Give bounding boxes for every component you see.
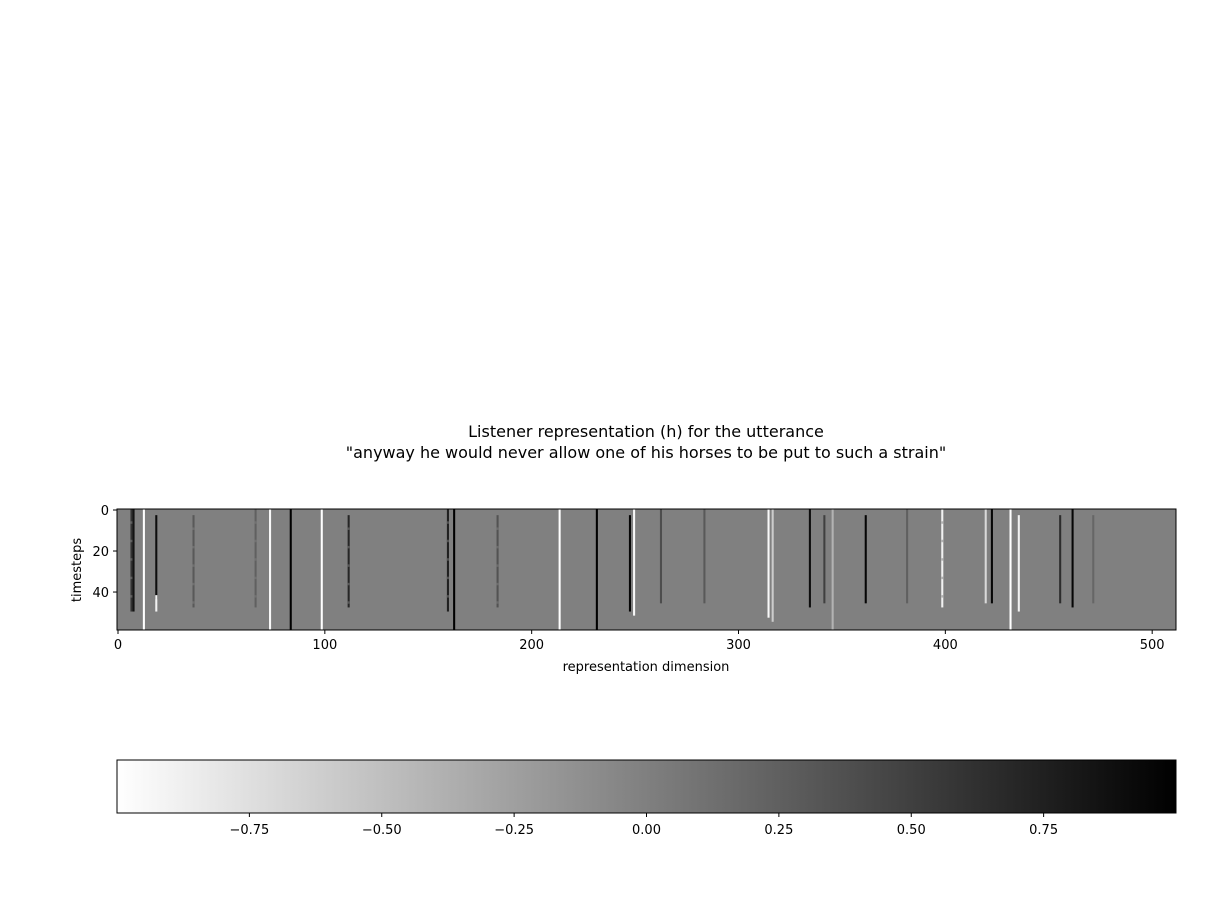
y-tick-label-20: 20 — [92, 545, 109, 560]
heatmap-column-382-26 — [906, 509, 909, 604]
x-tick-label-0: 0 — [114, 638, 122, 653]
heatmap-column-37-5 — [192, 515, 195, 608]
y-tick-label-40: 40 — [92, 586, 109, 601]
heatmap-gap-399-42 — [941, 595, 944, 598]
heatmap-gap-67-42 — [254, 595, 257, 598]
x-tick-label-200: 200 — [519, 638, 544, 653]
heatmap-column-317-21 — [771, 509, 774, 622]
colorbar-tick-label-0: −0.75 — [229, 823, 269, 838]
heatmap-gap-7-33 — [130, 576, 133, 580]
heatmap-gap-67-15 — [254, 539, 257, 543]
heatmap-column-99-9 — [320, 509, 323, 630]
heatmap-gap-160-15 — [446, 539, 449, 543]
colorbar-tick-label-5: 0.50 — [897, 823, 926, 838]
heatmap-column-420-28 — [984, 509, 987, 604]
heatmap-column-432-30 — [1009, 509, 1012, 630]
colorbar-tick-label-3: 0.00 — [632, 823, 661, 838]
heatmap-gap-67-33 — [254, 576, 257, 580]
heatmap-column-362-25 — [864, 515, 867, 604]
heatmap-gap-399-24 — [941, 558, 944, 561]
heatmap-column-284-19 — [703, 509, 706, 604]
heatmap-column-74-7 — [269, 509, 272, 630]
heatmap-column-472-34 — [1092, 515, 1095, 604]
heatmap-column-456-32 — [1059, 515, 1062, 604]
heatmap-column-423-29 — [990, 509, 993, 604]
heatmap-gap-112-36 — [347, 582, 350, 586]
heatmap-gap-112-27 — [347, 564, 350, 567]
heatmap-column-315-20 — [767, 509, 770, 618]
x-tick-label-100: 100 — [312, 638, 337, 653]
heatmap-gap-399-6 — [941, 521, 944, 524]
heatmap-gap-160-33 — [446, 576, 449, 580]
heatmap-gap-7-15 — [130, 539, 133, 543]
heatmap-gap-184-18 — [496, 545, 499, 549]
colorbar-tick-label-2: −0.25 — [494, 823, 534, 838]
x-axis-label: representation dimension — [563, 660, 730, 675]
chart-title-line-1: Listener representation (h) for the utte… — [468, 422, 824, 441]
heatmap-gap-37-18 — [192, 545, 195, 549]
heatmap-gap-399-15 — [941, 539, 944, 543]
colorbar-gradient — [117, 760, 1176, 813]
heatmap-background — [117, 509, 1176, 630]
x-axis-ticks: 0 100 200 300 400 500 — [114, 630, 1165, 653]
heatmap-column-214-14 — [558, 509, 561, 630]
x-tick-label-300: 300 — [726, 638, 751, 653]
heatmap-gap-37-9 — [192, 527, 195, 530]
heatmap-gap-184-27 — [496, 564, 499, 567]
heatmap-column-342-23 — [823, 515, 826, 604]
heatmap-column-335-22 — [808, 509, 811, 608]
heatmap-column-8-1 — [132, 509, 135, 612]
x-tick-label-400: 400 — [933, 638, 958, 653]
heatmap-column-346-24 — [831, 509, 834, 630]
heatmap-gap-184-36 — [496, 582, 499, 586]
y-tick-label-0: 0 — [101, 504, 109, 519]
chart-title-line-2: "anyway he would never allow one of his … — [345, 443, 947, 462]
heatmap-gap-399-33 — [941, 576, 944, 580]
y-axis-label: timesteps — [70, 538, 85, 602]
heatmap-column-248-16 — [628, 515, 631, 612]
heatmap-column-263-18 — [659, 509, 663, 604]
heatmap-column-19-3 — [155, 515, 158, 600]
x-tick-label-500: 500 — [1140, 638, 1165, 653]
heatmap-column-462-33 — [1071, 509, 1074, 608]
colorbar-tick-label-6: 0.75 — [1029, 823, 1058, 838]
heatmap-gap-184-9 — [496, 527, 499, 530]
heatmap-column-112-10 — [347, 515, 350, 608]
heatmap-gap-160-24 — [446, 558, 449, 561]
heatmap-cells — [130, 509, 1095, 630]
heatmap-column-163-12 — [453, 509, 456, 630]
plot-frame — [116, 508, 1177, 631]
heatmap-gap-7-42 — [130, 595, 133, 598]
heatmap-gap-160-6 — [446, 521, 449, 524]
heatmap-gap-112-18 — [347, 545, 350, 549]
heatmap-gap-184-45 — [496, 601, 499, 604]
heatmap-gap-160-42 — [446, 595, 449, 598]
heatmap-column-184-13 — [496, 515, 499, 608]
heatmap-gap-37-45 — [192, 601, 195, 604]
colorbar-ticks: −0.75 −0.50 −0.25 0.00 0.25 0.50 0.75 — [229, 813, 1058, 838]
y-axis-ticks: 0 20 40 — [92, 504, 117, 601]
heatmap-gap-67-24 — [254, 558, 257, 561]
colorbar-tick-label-1: −0.50 — [362, 823, 402, 838]
heatmap-column-250-17 — [633, 509, 636, 616]
heatmap-gap-112-9 — [347, 527, 350, 530]
heatmap-column-436-31 — [1017, 515, 1020, 612]
heatmap-gap-37-36 — [192, 582, 195, 586]
heatmap-gap-7-6 — [130, 521, 133, 524]
heatmap-column-13-2 — [142, 509, 145, 630]
heatmap-column-84-8 — [289, 509, 292, 630]
heatmap-column-19-4 — [155, 595, 158, 612]
heatmap-gap-7-24 — [130, 558, 133, 561]
heatmap-column-232-15 — [595, 509, 598, 630]
colorbar-tick-label-4: 0.25 — [764, 823, 793, 838]
heatmap-gap-112-45 — [347, 601, 350, 604]
heatmap-gap-37-27 — [192, 564, 195, 567]
heatmap-gap-67-6 — [254, 521, 257, 524]
